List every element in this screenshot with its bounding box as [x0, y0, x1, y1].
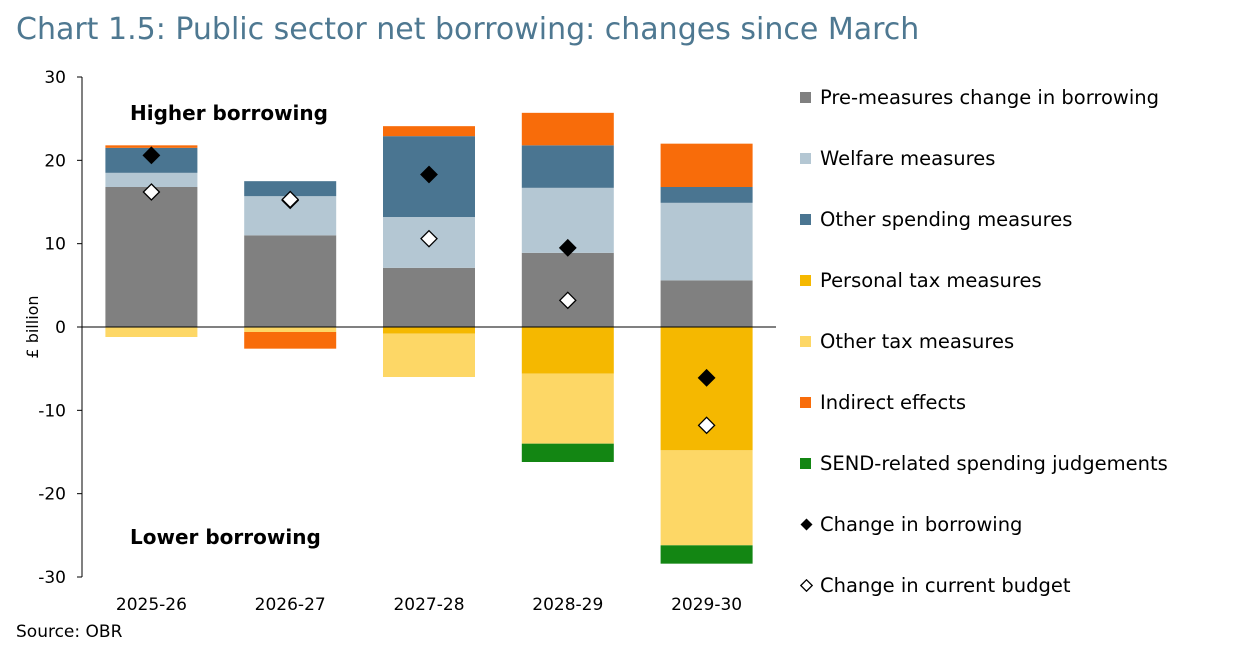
y-tick-label: 30 — [44, 68, 66, 88]
chart-title: Chart 1.5: Public sector net borrowing: … — [16, 12, 920, 47]
bar-segment — [521, 443, 614, 462]
bar-segment — [244, 235, 337, 327]
bar-segment — [244, 181, 337, 197]
legend-swatch — [800, 335, 811, 347]
legend-item: Indirect effects — [800, 387, 966, 417]
legend-label: SEND-related spending judgements — [820, 451, 1168, 475]
legend-label: Welfare measures — [820, 146, 996, 170]
bar-segment — [660, 545, 753, 564]
bar-segment — [521, 327, 614, 374]
bar-segment — [244, 332, 337, 349]
legend-label: Pre-measures change in borrowing — [820, 85, 1159, 109]
bar-segment — [521, 145, 614, 188]
legend-item: Personal tax measures — [800, 265, 1042, 295]
annotation-lower-borrowing: Lower borrowing — [130, 525, 321, 549]
bar-segment — [521, 112, 614, 146]
bar-segment — [383, 267, 475, 327]
y-tick-label: -10 — [38, 401, 66, 421]
filled-diamond-icon — [800, 518, 813, 531]
bar-segment — [521, 252, 614, 327]
borrowing-marker — [558, 238, 577, 257]
borrowing-marker — [420, 165, 438, 184]
bar-segment — [105, 172, 198, 187]
bar-segment — [383, 327, 475, 334]
bar-segment — [105, 327, 198, 337]
legend-item: Welfare measures — [800, 143, 995, 173]
legend-label: Other tax measures — [820, 329, 1015, 353]
y-tick-label: -20 — [38, 485, 66, 505]
current-budget-marker — [558, 291, 577, 310]
x-tick-label: 2026-27 — [255, 595, 326, 615]
legend-swatch — [800, 213, 811, 225]
legend-label: Change in current budget — [820, 573, 1071, 597]
x-tick-label: 2027-28 — [393, 595, 464, 615]
bar-segment — [660, 450, 753, 546]
bar-segment — [521, 373, 614, 444]
legend-item: Change in borrowing — [800, 509, 1022, 539]
legend-item: Pre-measures change in borrowing — [800, 82, 1159, 112]
y-tick-label: -30 — [38, 568, 66, 588]
annotation-higher-borrowing: Higher borrowing — [130, 101, 328, 125]
x-tick-label: 2025-26 — [116, 595, 187, 615]
legend-item: Change in current budget — [800, 570, 1071, 600]
y-tick-label: 20 — [44, 151, 66, 171]
bar-segment — [660, 143, 753, 187]
bar-segment — [105, 187, 198, 327]
bar-segment — [383, 126, 475, 137]
legend-swatch — [800, 396, 811, 408]
legend-label: Indirect effects — [820, 390, 967, 414]
x-tick-label: 2028-29 — [532, 595, 603, 615]
current-budget-marker — [697, 416, 716, 435]
borrowing-marker — [697, 368, 716, 387]
bar-segment — [660, 202, 753, 281]
bar-segment — [660, 280, 753, 327]
y-tick-label: 10 — [44, 235, 66, 255]
bar-segment — [383, 333, 475, 377]
legend-swatch — [800, 152, 811, 164]
y-axis-label: £ billion — [23, 295, 42, 358]
current-budget-marker — [142, 183, 161, 201]
legend-swatch — [800, 274, 811, 286]
legend-swatch — [800, 91, 811, 103]
current-budget-marker — [281, 190, 300, 209]
source-note: Source: OBR — [16, 622, 123, 642]
legend-label: Personal tax measures — [820, 268, 1042, 292]
legend-swatch — [800, 457, 811, 469]
x-tick-label: 2029-30 — [671, 595, 742, 615]
y-tick-label: 0 — [55, 318, 66, 338]
current-budget-marker — [420, 229, 438, 248]
bar-segment — [244, 327, 337, 332]
bar-segment — [660, 187, 753, 203]
legend-item: SEND-related spending judgements — [800, 448, 1168, 478]
open-diamond-icon — [800, 578, 813, 592]
legend-item: Other spending measures — [800, 204, 1072, 234]
legend-item: Other tax measures — [800, 326, 1014, 356]
legend-label: Other spending measures — [820, 207, 1073, 231]
borrowing-marker — [142, 146, 161, 165]
legend-label: Change in borrowing — [820, 512, 1023, 536]
